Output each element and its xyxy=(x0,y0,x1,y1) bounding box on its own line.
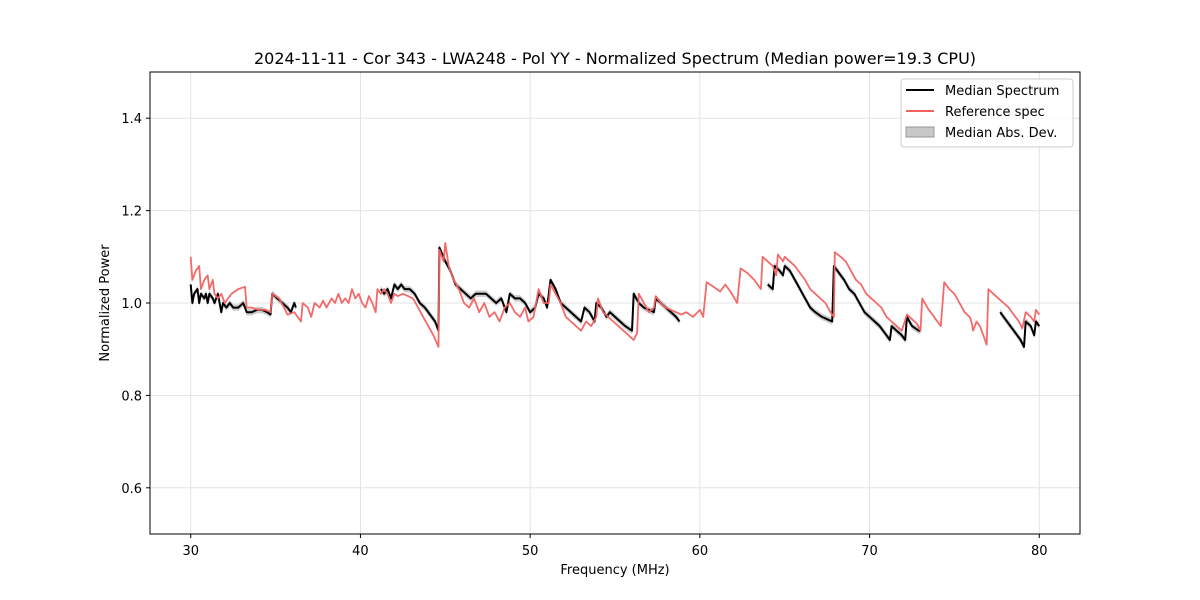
median-spectrum-line xyxy=(999,311,1041,348)
x-tick-label: 40 xyxy=(352,544,369,559)
series-lines xyxy=(189,241,1041,348)
x-tick-label: 50 xyxy=(522,544,539,559)
y-tick-label: 1.0 xyxy=(121,297,142,312)
y-tick-label: 0.6 xyxy=(121,482,142,497)
x-tick-label: 70 xyxy=(861,544,878,559)
reference-spectrum-line xyxy=(189,241,1041,348)
y-tick-label: 0.8 xyxy=(121,389,142,404)
legend-reference-label: Reference spec xyxy=(945,105,1045,120)
y-tick-label: 1.4 xyxy=(121,112,142,127)
median-spectrum-line xyxy=(767,265,921,341)
legend-mad-swatch xyxy=(905,126,935,138)
mad-band-segment xyxy=(380,244,680,334)
x-tick-label: 30 xyxy=(182,544,199,559)
chart-title: 2024-11-11 - Cor 343 - LWA248 - Pol YY -… xyxy=(254,49,976,68)
y-axis: 0.6 0.8 1.0 1.2 1.4 xyxy=(121,112,150,497)
mad-band-segment xyxy=(190,281,296,318)
x-tick-label: 60 xyxy=(692,544,709,559)
mad-band-segment xyxy=(1000,309,1040,351)
y-axis-label: Normalized Power xyxy=(98,244,113,362)
x-tick-label: 80 xyxy=(1031,544,1048,559)
legend-box xyxy=(900,78,1074,148)
legend: Median Spectrum Reference spec Median Ab… xyxy=(900,78,1074,148)
median-abs-dev-band xyxy=(190,244,1040,351)
legend-median-label: Median Spectrum xyxy=(945,84,1059,99)
y-tick-label: 1.2 xyxy=(121,205,142,220)
x-axis: 30 40 50 60 70 80 xyxy=(182,534,1048,559)
legend-mad-label: Median Abs. Dev. xyxy=(945,126,1057,141)
x-axis-label: Frequency (MHz) xyxy=(560,563,669,578)
median-spectrum-line xyxy=(379,246,681,332)
